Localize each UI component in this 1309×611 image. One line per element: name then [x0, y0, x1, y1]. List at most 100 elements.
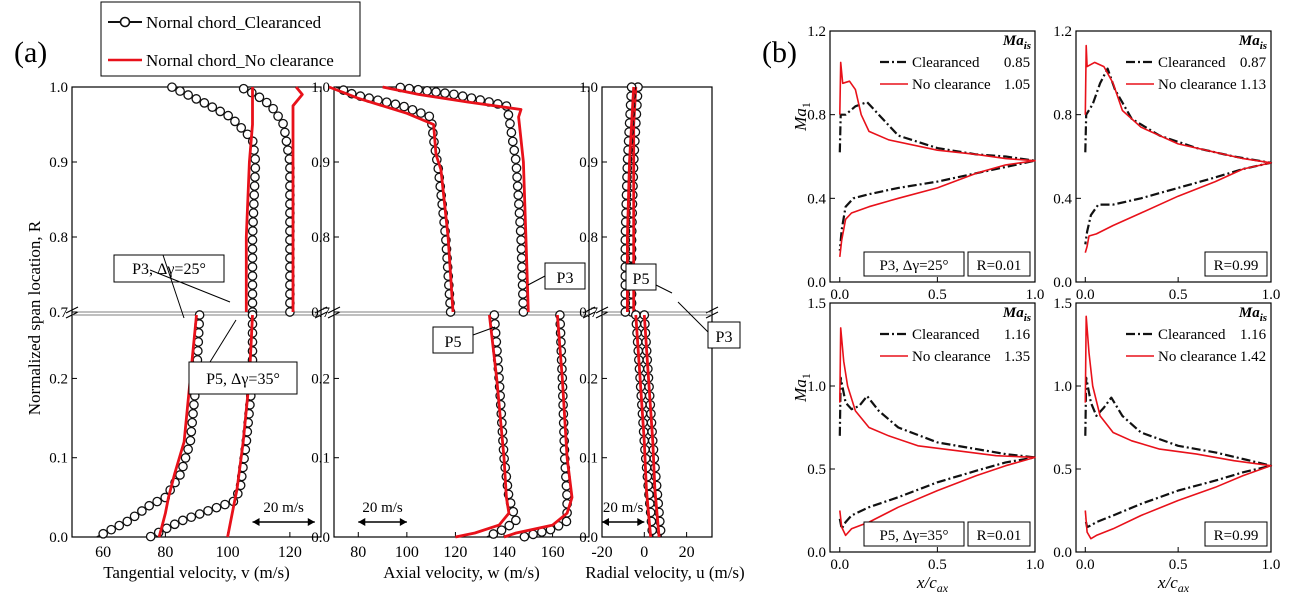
- b3-legend-header-sub: is: [1024, 312, 1031, 324]
- axial-series-p3-clearanced-marker: [517, 280, 528, 290]
- radial-annotation-box: [707, 321, 741, 349]
- tangential-series-p5-clearanced-marker: [249, 199, 259, 209]
- tangential-scale-arrow-right: [307, 518, 315, 526]
- axial-series-p3-clearanced-marker: [515, 226, 526, 236]
- b1-x-tick-label: 0.0: [830, 287, 849, 303]
- axial-series-p3-clearanced-marker: [449, 89, 459, 100]
- b1-x-tick-label: 1.0: [1026, 287, 1045, 303]
- b3-legend-header: Mais: [1002, 305, 1031, 324]
- b2-y-tick-label: 1.2: [1053, 24, 1072, 40]
- b3-y-tick-label: 0.5: [807, 462, 826, 478]
- b4-box-label-span: [1204, 521, 1268, 547]
- radial-y-tick-label: 1.0: [579, 80, 598, 96]
- b1-legend-clearanced-value: 0.85: [1004, 55, 1030, 71]
- axial-series-p5-clearanced-marker: [390, 99, 401, 110]
- b2-x-tick-label: 1.0: [1262, 287, 1281, 303]
- tangential-series-p3-clearanced-lower--marker: [177, 515, 188, 526]
- b2-legend-header: Mais: [1238, 33, 1267, 52]
- b4-y-tick-label: 0.5: [1053, 462, 1072, 478]
- axial-series-p3-clearanced-marker: [422, 86, 432, 96]
- tangential-series-p5-clearanced-marker: [167, 82, 177, 93]
- radial-y-tick-label: 0.1: [579, 451, 598, 467]
- legend-a: Nornal chord_Clearanced Nornal chord_No …: [100, 1, 361, 77]
- tangential-series-p3-clearanced-lower--marker: [194, 509, 205, 519]
- tangential-scale-bar-label: 20 m/s: [263, 500, 304, 516]
- axial-annotation-box: [432, 326, 474, 354]
- b3-x-tick-label: 1.0: [1026, 557, 1045, 573]
- axial-series-p5-clearanced-lower--marker: [488, 529, 499, 539]
- radial-y-tick-label: 0.7: [579, 305, 598, 321]
- tangential-series-p5-clearanced-lower--marker: [144, 500, 155, 511]
- tangential-annotation-label: P5, Δγ=35°: [206, 371, 280, 388]
- b2-box-label-span: [1204, 251, 1268, 277]
- tangential-y-tick-label: 0.9: [49, 155, 68, 171]
- b1-y-axis-label-sub: 1: [799, 102, 813, 108]
- axial-scale-arrow-right: [399, 518, 407, 526]
- radial-scale-bar: 20 m/s: [602, 500, 645, 526]
- axial-x-tick-label: 80: [350, 544, 366, 561]
- b1-y-axis-label: Ma1: [791, 102, 813, 132]
- b1-box-label-span-text: R=0.01: [977, 258, 1022, 274]
- axial-series-p5-clearanced-marker: [416, 108, 426, 118]
- axial-series-p3-clearanced-marker: [507, 136, 518, 147]
- tangential-series-p3-clearanced-lower--marker: [169, 519, 180, 530]
- b1-y-tick-label: 0.4: [807, 191, 826, 207]
- b1-legend-header: Mais: [1002, 33, 1031, 52]
- b2-x-tick-label: 0.0: [1076, 287, 1095, 303]
- axial-annotation-label: P3: [557, 270, 574, 287]
- tangential-series-p5-clearanced-lower--marker: [188, 408, 198, 419]
- tangential-series-p5-clearanced-lower--marker: [186, 426, 197, 437]
- b1-box-label-station-text: P3, Δγ=25°: [879, 258, 948, 274]
- b1-legend-clearanced-label: Clearanced: [912, 55, 980, 71]
- axial-series-p3-clearanced-marker: [518, 307, 529, 317]
- b2-legend-noclear-label: No clearance: [1158, 77, 1237, 93]
- radial-series-p3-no-clearance-lower-: [642, 314, 661, 538]
- radial-annotation-label: P5: [633, 271, 650, 288]
- tangential-series-p5-clearanced-marker: [230, 116, 240, 127]
- tangential-x-tick-label: 60: [95, 544, 111, 561]
- b3-x-axis-label: x/cax: [916, 573, 949, 595]
- axial-series-p3-clearanced-lower--marker: [519, 531, 530, 542]
- tangential-series-p5-clearanced-marker: [247, 280, 258, 290]
- b1-y-tick-label: 0.8: [807, 108, 826, 124]
- tangential-series-p5-clearanced-lower--marker: [106, 524, 117, 535]
- b3-legend-noclear-label: No clearance: [912, 349, 991, 365]
- axial-scale-arrow-left: [358, 518, 366, 526]
- b2-legend-header-sub: is: [1260, 40, 1267, 52]
- tangential-y-tick-label: 0.0: [49, 530, 68, 546]
- axial-x-tick-label: 160: [541, 544, 565, 561]
- axial-series-p5-no-clearance-lower-: [455, 314, 511, 539]
- b1-box-label-station: [863, 251, 965, 277]
- tangential-series-p5-clearanced-lower--marker: [137, 506, 147, 516]
- tangential-series-p5-clearanced-lower--marker: [189, 399, 199, 410]
- radial-scale-arrow-right: [637, 518, 645, 526]
- legend-a-noclear-label: Nornal chord_No clearance: [146, 51, 334, 70]
- tangential-series-p3-clearanced-lower--marker: [220, 499, 230, 510]
- axial-x-tick-label: 120: [443, 544, 467, 561]
- tangential-x-tick-label: 80: [157, 544, 173, 561]
- panel-label-a: (a): [14, 36, 47, 69]
- b2-series-clearanced: [1084, 67, 1273, 245]
- axial-series-p3-clearanced-marker: [457, 91, 468, 101]
- tangential-leader: [209, 319, 237, 363]
- tangential-series-p5-clearanced-marker: [247, 289, 258, 299]
- axial-series-p3-clearanced-marker: [518, 298, 528, 308]
- b3-x-tick-label: 0.0: [830, 557, 849, 573]
- radial-annotation-box: [625, 263, 657, 291]
- axial-series-p3-clearanced-marker: [431, 87, 441, 97]
- tangential-series-p5-clearanced-marker: [247, 271, 258, 281]
- tangential-y-tick-label: 0.7: [49, 305, 68, 321]
- axial-y-tick-label: 0.2: [311, 371, 330, 387]
- b4-series-clearanced: [1084, 376, 1273, 529]
- b1-series-no-clearance: [839, 61, 1036, 257]
- radial-leader: [655, 284, 673, 294]
- chart-tangential: 60 80 100 120 0.7 0.8 0.9 1.0 0.0 0.1 0.2 Tangentia…: [49, 80, 328, 582]
- axial-series-p3-clearanced-marker: [517, 289, 528, 299]
- tangential-series-p5-clearanced-lower--marker: [114, 520, 125, 531]
- b4-y-tick-label: 1.0: [1053, 379, 1072, 395]
- chart-b3: 0.0 0.5 1.0 0.0 0.5 1.0 1.5 Ma1 x/cax Mais Clearan…: [791, 296, 1044, 595]
- axial-x-axis-label: Axial velocity, w (m/s): [383, 563, 540, 582]
